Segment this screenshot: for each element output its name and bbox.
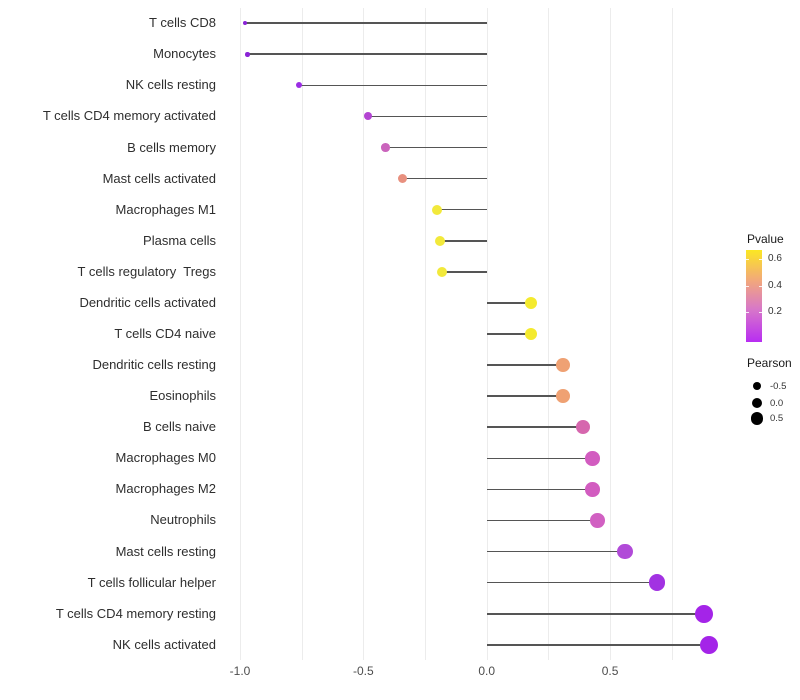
lollipop-stem [486, 644, 709, 646]
lollipop-dot [556, 389, 571, 403]
pearson-legend-label: 0.0 [770, 397, 784, 409]
category-label: Neutrophils [150, 512, 216, 528]
lollipop-dot [699, 635, 718, 654]
category-label: NK cells activated [112, 636, 216, 652]
x-axis-tick-label: -0.5 [353, 664, 374, 678]
gridline [548, 8, 550, 660]
gridline [301, 8, 303, 660]
category-label: Mast cells activated [102, 170, 216, 186]
pearson-legend-dot [753, 382, 761, 390]
lollipop-stem [486, 581, 657, 584]
pvalue-tick-mark [759, 259, 762, 260]
pearson-legend-dot [751, 397, 763, 409]
lollipop-stem [486, 333, 532, 335]
lollipop-dot [245, 52, 250, 57]
lollipop-stem [247, 53, 487, 56]
x-axis-tick-label: -1.0 [229, 664, 251, 678]
x-axis-tick-label: 0.0 [478, 664, 496, 678]
category-label: T cells follicular helper [87, 574, 216, 590]
lollipop-stem [439, 239, 487, 242]
lollipop-stem [486, 488, 593, 491]
lollipop-stem [486, 364, 564, 366]
lollipop-stem [437, 208, 487, 211]
category-label: Macrophages M2 [115, 481, 216, 497]
pvalue-tick-label: 0.6 [768, 253, 782, 264]
lollipop-stem [486, 457, 593, 460]
category-label: T cells CD4 memory activated [42, 108, 216, 124]
pvalue-tick-mark [759, 312, 762, 313]
lollipop-stem [486, 612, 704, 615]
lollipop-stem [442, 271, 487, 273]
category-label: Eosinophils [149, 388, 217, 404]
category-label: T cells CD4 memory resting [55, 605, 216, 621]
lollipop-dot [575, 420, 591, 435]
category-label: Dendritic cells activated [79, 294, 216, 310]
lollipop-dot [296, 82, 303, 89]
lollipop-stem [486, 426, 583, 429]
category-label: Monocytes [153, 46, 216, 62]
category-label: B cells memory [127, 139, 216, 155]
lollipop-stem [486, 302, 532, 304]
lollipop-stem [299, 84, 487, 87]
pvalue-tick-label: 0.4 [768, 279, 782, 291]
gridline [240, 8, 241, 660]
pvalue-colorbar [746, 250, 762, 342]
lollipop-stem [486, 550, 625, 553]
lollipop-dot [694, 604, 713, 623]
category-label: T cells CD4 naive [114, 326, 216, 341]
lollipop-dot [398, 174, 408, 184]
pvalue-tick-label: 0.2 [768, 306, 782, 317]
gridline [610, 8, 612, 660]
lollipop-stem [244, 22, 487, 24]
gridline [671, 8, 673, 660]
lollipop-stem [486, 519, 598, 522]
pvalue-tick-mark [746, 285, 749, 287]
lollipop-dot [437, 266, 448, 277]
lollipop-dot [364, 112, 373, 121]
lollipop-stem [486, 395, 564, 397]
pearson-legend-title: Pearson [747, 356, 792, 370]
category-label: T cells CD8 [149, 15, 216, 31]
category-label: Dendritic cells resting [92, 357, 216, 373]
lollipop-dot [617, 543, 633, 560]
x-axis-tick-label: 0.5 [601, 664, 619, 678]
lollipop-dot [648, 574, 666, 591]
lollipop-dot [381, 143, 390, 152]
lollipop-dot [585, 451, 601, 466]
lollipop-dot [556, 358, 571, 372]
lollipop-dot [524, 296, 538, 310]
gridline [425, 8, 427, 660]
lollipop-dot [524, 327, 538, 341]
pearson-legend-label: 0.5 [770, 413, 784, 424]
lollipop-stem [368, 115, 487, 118]
category-label: Macrophages M0 [115, 450, 216, 466]
lollipop-dot [590, 513, 606, 528]
pvalue-legend-title: Pvalue [747, 232, 784, 246]
pvalue-tick-mark [746, 259, 749, 260]
lollipop-dot [242, 20, 248, 26]
category-label: Plasma cells [143, 232, 216, 248]
pvalue-tick-mark [759, 285, 762, 287]
pearson-legend-dot [750, 412, 764, 425]
lollipop-dot [432, 204, 443, 215]
category-label: NK cells resting [125, 77, 216, 93]
category-label: B cells naive [143, 419, 216, 435]
lollipop-stem [385, 146, 487, 149]
pvalue-tick-mark [746, 312, 749, 313]
category-label: Mast cells resting [115, 543, 216, 559]
gridline [363, 8, 365, 660]
category-label: Macrophages M1 [115, 201, 216, 217]
lollipop-stem [402, 177, 487, 180]
pearson-legend-label: -0.5 [770, 380, 787, 392]
lollipop-dot [434, 235, 445, 246]
category-label: T cells regulatory Tregs [77, 263, 216, 279]
lollipop-dot [585, 482, 601, 497]
